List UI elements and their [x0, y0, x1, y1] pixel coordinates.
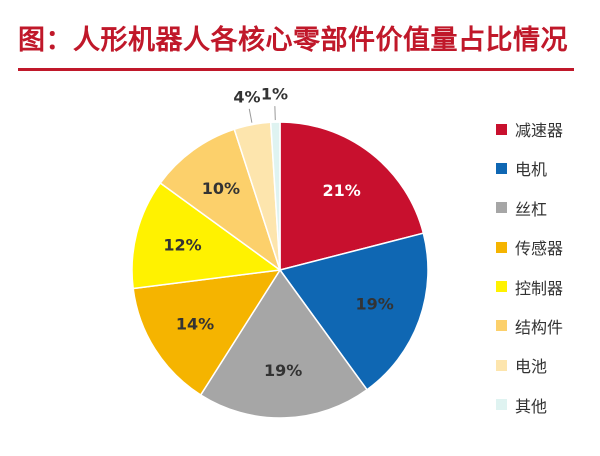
legend-item: 其他 — [496, 395, 563, 416]
legend-item: 结构件 — [496, 316, 564, 337]
legend-label: 结构件 — [515, 317, 564, 337]
pie-slice-5 — [131, 181, 282, 290]
legend-swatch — [496, 320, 507, 332]
data-label-1: 21% — [323, 181, 361, 200]
legend-label: 减速器 — [515, 121, 564, 140]
legend-item: 电机 — [496, 158, 563, 180]
legend-item: 传感器 — [496, 237, 564, 259]
legend-item: 控制器 — [496, 277, 564, 298]
legend-item: 减速器 — [496, 119, 564, 140]
leader-line-7 — [248, 108, 253, 123]
legend-swatch — [496, 202, 507, 214]
pie-slice-1 — [279, 121, 425, 271]
pie-slice-3 — [199, 268, 369, 419]
legend-item: 丝杠 — [496, 198, 563, 219]
chart-legend: 减速器电机丝杠传感器控制器结构件电池其他 — [496, 119, 563, 434]
legend-swatch — [496, 399, 507, 411]
pie-slice-8 — [269, 121, 281, 271]
legend-label: 电机 — [515, 160, 548, 180]
data-label-8: 1% — [261, 85, 288, 104]
legend-label: 丝杠 — [515, 199, 548, 219]
data-label-7: 4% — [233, 88, 260, 107]
title-underline — [18, 68, 574, 71]
pie-slice-6 — [159, 128, 282, 272]
legend-swatch — [496, 359, 507, 371]
legend-swatch — [496, 123, 507, 135]
legend-label: 电池 — [515, 357, 548, 377]
legend-label: 传感器 — [515, 239, 564, 259]
pie-slice-4 — [132, 269, 282, 396]
data-label-5: 12% — [163, 235, 201, 254]
data-label-4: 14% — [176, 314, 214, 333]
legend-label: 其他 — [515, 396, 548, 416]
data-label-3: 19% — [264, 361, 302, 380]
legend-swatch — [496, 162, 507, 174]
data-label-2: 19% — [356, 295, 394, 314]
legend-swatch — [496, 241, 507, 253]
chart-title: 图：人形机器人各核心零部件价值量占比情况 — [18, 25, 568, 56]
legend-item: 电池 — [496, 355, 563, 377]
legend-swatch — [496, 281, 507, 293]
legend-label: 控制器 — [515, 278, 564, 298]
pie-slice-2 — [278, 232, 429, 391]
data-label-6: 10% — [202, 179, 240, 198]
